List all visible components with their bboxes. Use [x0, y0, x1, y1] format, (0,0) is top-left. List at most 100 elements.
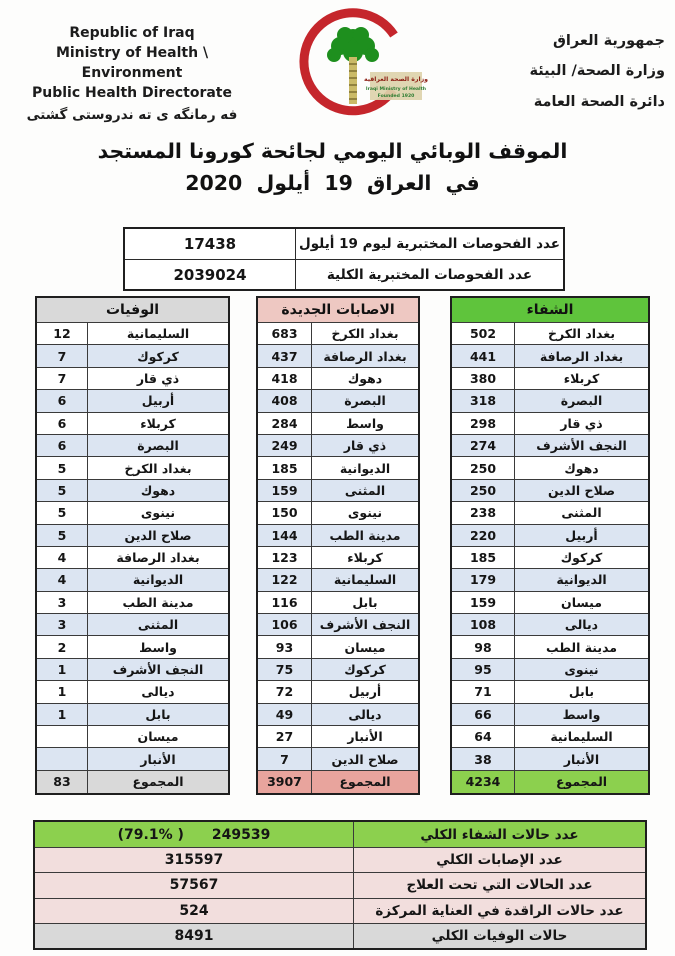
summary-value: 57567 [35, 873, 353, 897]
table-row: مدينة الطب 98 [452, 635, 648, 658]
province-name: الديوانية [311, 457, 418, 479]
table-row: أربيل 220 [452, 523, 648, 546]
province-value: 6 [57, 438, 67, 454]
province-value: 4 [57, 572, 67, 588]
tests-daily-value: 17438 [183, 235, 237, 253]
letterhead-arabic: جمهورية العراق وزارة الصحة/ البيئة دائرة… [515, 26, 665, 117]
new-cases-table: الاصابات الجديدة بغداد الكرخ 683 بغداد الرص… [256, 296, 420, 795]
province-value: 66 [474, 706, 492, 722]
table-row: عدد الفحوصات المختبرية الكلية 2039024 [125, 259, 563, 289]
province-name: ديالى [87, 681, 228, 703]
province-name: أربيل [311, 681, 418, 703]
summary-row: عدد حالات الشفاء الكلي (79.1% ) 249539 [35, 822, 645, 848]
summary-table: عدد حالات الشفاء الكلي (79.1% ) 249539 عدد … [33, 820, 647, 950]
province-name: الأنبار [311, 726, 418, 748]
table-header: الوفيات [37, 298, 228, 322]
province-value: 418 [271, 370, 298, 386]
recoveries-table: الشفاء بغداد الكرخ 502 بغداد الرصافة 441 كربل… [450, 296, 650, 795]
province-name: ذي قار [311, 434, 418, 457]
table-row: بابل 1 [37, 702, 228, 726]
province-value: 284 [271, 415, 298, 431]
table-row: النجف الأشرف 1 [37, 657, 228, 681]
table-row: البصرة 408 [258, 389, 418, 412]
province-name: واسط [311, 412, 418, 434]
table-row: أربيل 72 [258, 680, 418, 703]
province-name: مدينة الطب [311, 524, 418, 546]
summary-number: 249539 [211, 826, 271, 843]
province-value [37, 748, 87, 769]
table-row: بغداد الكرخ 683 [258, 322, 418, 345]
province-value: 95 [474, 662, 492, 678]
table-row: عدد الفحوصات المختبرية ليوم 19 أيلول 174… [125, 229, 563, 259]
province-value: 123 [271, 550, 298, 566]
province-value: 5 [57, 505, 67, 521]
table-row: المثنى 3 [37, 613, 228, 636]
province-value: 150 [271, 505, 298, 521]
letterhead-english: Republic of Iraq Ministry of Health \ En… [4, 24, 260, 125]
province-name: صلاح الدين [87, 524, 228, 546]
province-name: البصرة [311, 390, 418, 412]
table-row: بغداد الرصافة 4 [37, 545, 228, 569]
table-row: بغداد الرصافة 437 [258, 344, 418, 367]
table-header: الاصابات الجديدة [258, 298, 418, 322]
province-name: بابل [87, 703, 228, 726]
province-name: دهوك [311, 367, 418, 390]
province-name: ميسان [311, 636, 418, 658]
province-name: واسط [514, 703, 648, 726]
province-value: 49 [275, 706, 294, 722]
province-name: ديالى [514, 614, 648, 636]
summary-number: 8491 [174, 927, 214, 944]
table-row: كربلاء 6 [37, 411, 228, 434]
table-row: نينوى 5 [37, 501, 228, 524]
province-name: كركوك [87, 345, 228, 367]
table-row: صلاح الدين 5 [37, 523, 228, 546]
table-header: الشفاء [452, 298, 648, 322]
province-value: 2 [57, 639, 67, 655]
province-value: 159 [469, 594, 497, 610]
table-row: ديالى 108 [452, 613, 648, 636]
summary-row: حالات الوفيات الكلي 8491 [35, 922, 645, 948]
table-row: السليمانية 12 [37, 322, 228, 345]
table-row: البصرة 6 [37, 433, 228, 457]
province-name: دهوك [87, 479, 228, 502]
province-value: 122 [271, 572, 298, 588]
province-name: السليمانية [87, 323, 228, 345]
table-row: بغداد الرصافة 441 [452, 344, 648, 367]
province-name: نينوى [514, 658, 648, 681]
province-value: 7 [57, 348, 67, 364]
letterhead-en-line: Republic of Iraq [69, 25, 195, 41]
province-name: بابل [311, 591, 418, 614]
total-value: 83 [53, 774, 71, 790]
province-name: ميسان [514, 591, 648, 614]
province-value: 441 [469, 348, 497, 364]
province-name: مدينة الطب [514, 636, 648, 658]
table-row: كركوك 7 [37, 344, 228, 367]
province-value: 502 [469, 326, 497, 342]
province-name: السليمانية [311, 569, 418, 591]
province-name: الأنبار [87, 748, 228, 770]
province-name: بغداد الرصافة [514, 345, 648, 367]
report-title-line1: الموقف الوبائي اليومي لجائحة كورونا المس… [97, 139, 568, 163]
province-value: 4 [57, 550, 67, 566]
province-name: ذي قار [87, 367, 228, 390]
table-row: كركوك 185 [452, 545, 648, 569]
province-name: أربيل [514, 524, 648, 546]
table-row: كربلاء 380 [452, 366, 648, 390]
summary-label: حالات الوفيات الكلي [353, 923, 645, 948]
table-row: بابل 71 [452, 680, 648, 703]
province-name: كركوك [311, 658, 418, 681]
table-row: مدينة الطب 144 [258, 523, 418, 546]
table-row: كربلاء 123 [258, 545, 418, 569]
table-row: نينوى 150 [258, 501, 418, 524]
summary-label: عدد الإصابات الكلي [353, 848, 645, 873]
province-value: 220 [469, 527, 497, 543]
red-crescent-icon [299, 8, 398, 116]
province-name: صلاح الدين [514, 479, 648, 502]
table-row: الأنبار [37, 747, 228, 770]
province-name: بغداد الكرخ [514, 323, 648, 345]
province-name: البصرة [514, 390, 648, 412]
table-row: السليمانية 64 [452, 725, 648, 748]
province-name: بغداد الرصافة [311, 345, 418, 367]
table-row: ذي قار 298 [452, 411, 648, 434]
province-value: 144 [271, 527, 298, 543]
